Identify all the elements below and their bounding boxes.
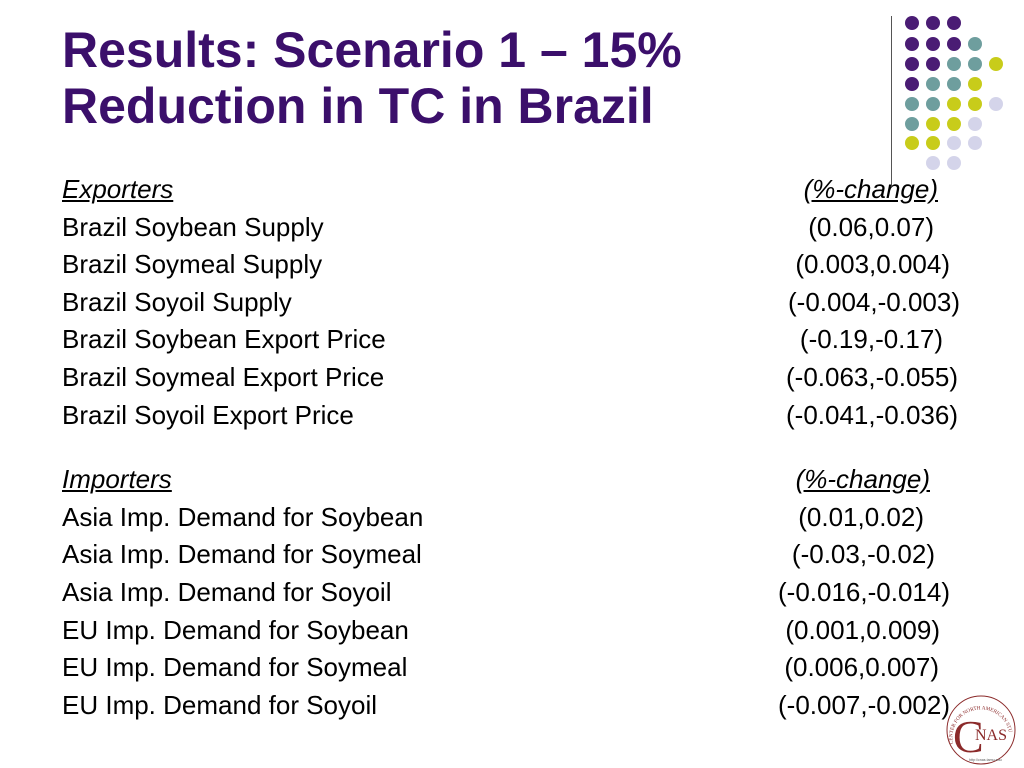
table-row: Asia Imp. Demand for Soybean (0.01,0.02)	[62, 499, 962, 537]
row-label: EU Imp. Demand for Soyoil	[62, 689, 378, 720]
decorative-dot	[968, 77, 982, 91]
decorative-dot	[947, 117, 961, 131]
decorative-vertical-line	[891, 16, 892, 186]
decorative-dot	[905, 136, 919, 150]
row-value: (0.01,0.02)	[798, 501, 924, 532]
row-value: (0.003,0.004)	[795, 249, 950, 280]
row-value: (-0.007,-0.002)	[778, 689, 950, 720]
decorative-dot	[905, 117, 919, 131]
row-label: Brazil Soybean Export Price	[62, 324, 386, 355]
decorative-dot	[926, 57, 940, 71]
decorative-dot	[968, 136, 982, 150]
row-label: Brazil Soyoil Export Price	[62, 399, 354, 430]
row-value: (-0.03,-0.02)	[791, 539, 935, 570]
exporters-header-row: Exporters (%-change)	[62, 171, 962, 209]
table-row: Brazil Soybean Supply (0.06,0.07)	[62, 209, 962, 247]
slide-title: Results: Scenario 1 – 15% Reduction in T…	[62, 22, 682, 134]
decorative-dot	[989, 97, 1003, 111]
decorative-dot	[947, 16, 961, 30]
row-label: Asia Imp. Demand for Soymeal	[62, 539, 422, 570]
logo-url: http://cnas.tamu.edu	[969, 758, 1002, 762]
table-row: Brazil Soybean Export Price (-0.19,-0.17…	[62, 321, 962, 359]
decorative-dot	[968, 37, 982, 51]
exporters-header: Exporters	[62, 174, 174, 204]
table-row: Asia Imp. Demand for Soyoil (-0.016,-0.0…	[62, 574, 962, 612]
decorative-dot	[926, 77, 940, 91]
decorative-dot	[926, 16, 940, 30]
row-value: (-0.016,-0.014)	[778, 576, 950, 607]
importers-header-row: Importers (%-change)	[62, 461, 962, 499]
results-table: Exporters (%-change) Brazil Soybean Supp…	[62, 171, 962, 724]
table-row: EU Imp. Demand for Soyoil (-0.007,-0.002…	[62, 687, 962, 725]
decorative-dot	[947, 156, 961, 170]
section-spacer	[62, 434, 962, 461]
row-label: Asia Imp. Demand for Soybean	[62, 501, 424, 532]
row-value: (0.001,0.009)	[785, 614, 940, 645]
table-row: Brazil Soyoil Supply (-0.004,-0.003)	[62, 284, 962, 322]
table-row: EU Imp. Demand for Soybean (0.001,0.009)	[62, 612, 962, 650]
cnas-logo: CENTER FOR NORTH AMERICAN STUDIES C NAS …	[943, 692, 1016, 765]
decorative-dot	[968, 97, 982, 111]
slide-title-line2: Reduction in TC in Brazil	[62, 78, 654, 134]
row-value: (-0.063,-0.055)	[786, 361, 958, 392]
table-row: EU Imp. Demand for Soymeal (0.006,0.007)	[62, 649, 962, 687]
row-label: EU Imp. Demand for Soybean	[62, 614, 409, 645]
row-label: Brazil Soymeal Supply	[62, 249, 323, 280]
row-label: Brazil Soyoil Supply	[62, 286, 292, 317]
row-value: (-0.041,-0.036)	[786, 399, 958, 430]
table-row: Brazil Soyoil Export Price (-0.041,-0.03…	[62, 397, 962, 435]
row-label: Brazil Soybean Supply	[62, 211, 324, 242]
decorative-dot	[905, 97, 919, 111]
decorative-dot	[926, 97, 940, 111]
decorative-dot	[968, 57, 982, 71]
importers-unit-header: (%-change)	[795, 464, 930, 495]
exporters-unit-header: (%-change)	[803, 174, 938, 204]
row-value: (0.006,0.007)	[784, 652, 939, 683]
decorative-dot	[926, 136, 940, 150]
decorative-dot	[947, 77, 961, 91]
decorative-dot	[968, 117, 982, 131]
decorative-dot	[905, 57, 919, 71]
row-value: (-0.19,-0.17)	[799, 324, 943, 355]
decorative-dot	[905, 77, 919, 91]
decorative-dot	[947, 136, 961, 150]
row-label: EU Imp. Demand for Soymeal	[62, 652, 408, 683]
decorative-dot	[947, 97, 961, 111]
row-value: (0.06,0.07)	[808, 211, 934, 242]
table-row: Brazil Soymeal Export Price (-0.063,-0.0…	[62, 359, 962, 397]
decorative-dot	[989, 57, 1003, 71]
table-row: Brazil Soymeal Supply (0.003,0.004)	[62, 246, 962, 284]
decorative-dot	[947, 37, 961, 51]
table-row: Asia Imp. Demand for Soymeal (-0.03,-0.0…	[62, 536, 962, 574]
decorative-dot	[926, 156, 940, 170]
slide-title-line1: Results: Scenario 1 – 15%	[62, 22, 682, 78]
importers-header: Importers	[62, 464, 172, 495]
logo-c-glyph: C	[953, 711, 984, 762]
logo-nas-glyph: NAS	[975, 727, 1007, 744]
decorative-dot	[947, 57, 961, 71]
row-label: Asia Imp. Demand for Soyoil	[62, 576, 392, 607]
decorative-dot	[905, 37, 919, 51]
decorative-dot	[905, 16, 919, 30]
row-value: (-0.004,-0.003)	[788, 286, 960, 317]
row-label: Brazil Soymeal Export Price	[62, 361, 385, 392]
decorative-dot	[926, 37, 940, 51]
decorative-dot	[926, 117, 940, 131]
